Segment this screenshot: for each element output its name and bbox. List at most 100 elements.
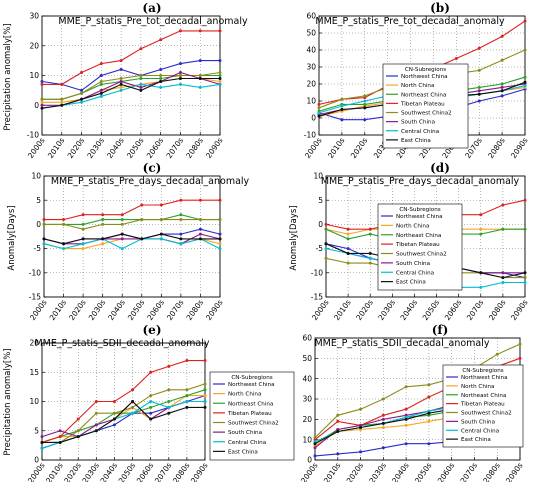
data-point <box>324 247 328 251</box>
x-tick-label: 2080s <box>185 298 206 322</box>
data-point <box>523 280 527 284</box>
legend-entry: Southwest China2 <box>401 111 452 117</box>
data-point <box>479 227 483 231</box>
data-point <box>198 59 202 63</box>
data-point <box>523 48 527 52</box>
data-point <box>119 79 123 83</box>
x-tick-label: 2010s <box>326 136 347 160</box>
data-point <box>179 242 183 246</box>
x-tick-label: 2030s <box>367 461 388 482</box>
panel-title: MME_P_statis_SDII_decadal_anomaly <box>34 338 209 349</box>
y-tick-label: 50 <box>302 354 312 363</box>
data-point <box>81 222 85 226</box>
x-tick-label: 2090s <box>204 298 225 322</box>
legend-entry: East China <box>401 138 431 144</box>
data-point <box>340 118 344 122</box>
data-point <box>359 425 363 429</box>
data-point <box>523 276 527 280</box>
data-point <box>324 222 328 226</box>
data-point <box>101 213 105 217</box>
x-tick-label: 2030s <box>80 461 101 482</box>
data-point <box>477 85 481 89</box>
y-axis-label: Precipitation anomaly[%] <box>3 348 13 455</box>
data-point <box>112 417 116 421</box>
x-tick-label: 2010s <box>48 298 69 322</box>
panel-letter: (b) <box>430 1 450 15</box>
data-point <box>477 99 481 103</box>
data-point <box>80 100 84 104</box>
data-point <box>346 247 350 251</box>
panel-title: MME_P_statis_SDII_decadal_anomaly <box>314 338 489 349</box>
data-point <box>404 417 408 421</box>
data-point <box>159 74 163 77</box>
data-point <box>81 213 85 217</box>
data-point <box>42 218 46 222</box>
legend-entry: South China <box>461 419 495 425</box>
panel-title: MME_P_statis_Pre_days_decadal_anomaly <box>51 176 250 187</box>
data-point <box>159 76 163 80</box>
legend-entry: Northeast China <box>401 92 446 98</box>
y-axis-label: Precipitation anomaly[%] <box>3 23 13 130</box>
data-point <box>359 407 363 411</box>
legend-entry: Central China <box>228 440 266 446</box>
panel-letter: (f) <box>432 323 449 337</box>
x-tick-label: 2070s <box>165 298 186 322</box>
data-point <box>139 82 143 86</box>
data-point <box>139 88 143 92</box>
x-tick-label: 2020s <box>67 298 88 322</box>
data-point <box>179 218 183 222</box>
data-point <box>363 94 367 98</box>
series-line <box>41 77 220 109</box>
data-point <box>346 237 350 241</box>
data-point <box>58 429 62 433</box>
x-tick-label: 2030s <box>376 298 397 322</box>
x-tick-label: 2090s <box>204 136 225 160</box>
x-tick-label: 2000s <box>299 461 320 482</box>
x-tick-label: 2060s <box>135 461 156 482</box>
data-point <box>346 227 350 231</box>
data-point <box>80 88 84 92</box>
data-point <box>313 454 317 458</box>
y-tick-label: 0 <box>307 456 312 465</box>
data-point <box>94 400 98 403</box>
x-tick-label: 2080s <box>481 461 502 482</box>
legend-entry: North China <box>401 83 434 89</box>
data-point <box>119 82 123 86</box>
legend-box <box>377 203 463 291</box>
data-point <box>60 103 64 107</box>
data-point <box>178 74 182 77</box>
data-point <box>62 222 66 226</box>
legend-entry: South China <box>228 430 262 436</box>
data-point <box>218 59 222 63</box>
y-tick-label: 20 <box>306 80 316 89</box>
legend-entry: North China <box>228 392 261 398</box>
series-line <box>42 30 220 85</box>
x-tick-label: 2060s <box>436 461 457 482</box>
x-tick-label: 2090s <box>509 136 530 160</box>
x-tick-label: 2030s <box>85 136 106 160</box>
data-point <box>218 242 222 246</box>
legend-title: CN-Subregions <box>462 368 503 374</box>
y-tick-label: 0 <box>311 114 316 123</box>
data-point <box>368 227 372 231</box>
data-point <box>479 213 483 217</box>
legend-entry: Southwest China2 <box>396 252 447 258</box>
x-tick-label: 2020s <box>345 461 366 482</box>
data-point <box>159 218 163 222</box>
data-point <box>363 102 367 106</box>
data-point <box>427 395 431 399</box>
data-point <box>500 85 504 89</box>
y-tick-label: 10 <box>31 172 41 181</box>
data-point <box>42 242 46 246</box>
data-point <box>99 74 103 77</box>
data-point <box>40 103 44 107</box>
data-point <box>40 440 44 444</box>
data-point <box>500 58 504 62</box>
y-tick-label: 0 <box>318 220 323 229</box>
data-point <box>218 79 222 83</box>
legend-entry: Tibetan Plateau <box>227 411 272 417</box>
data-point <box>76 429 80 433</box>
data-point <box>404 385 408 389</box>
data-point <box>179 237 183 241</box>
data-point <box>167 411 171 415</box>
